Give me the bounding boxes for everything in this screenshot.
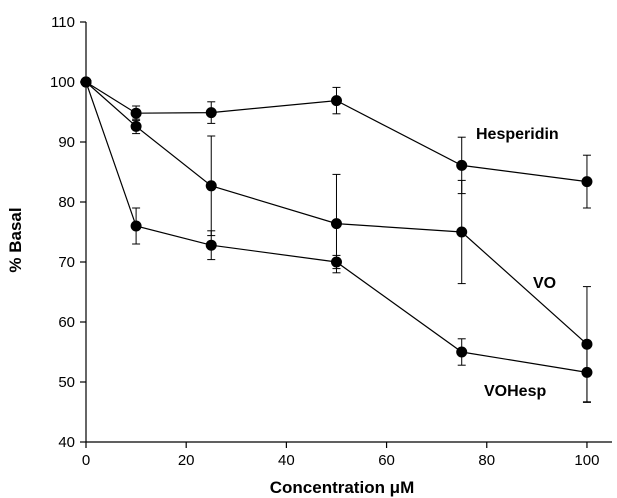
series-label-vohesp: VOHesp — [484, 383, 546, 400]
x-tick-label: 60 — [378, 452, 395, 469]
data-point-vohesp — [205, 239, 217, 251]
x-tick-label: 100 — [574, 452, 599, 469]
data-point-vo — [581, 338, 593, 350]
y-tick-label: 70 — [58, 254, 75, 271]
series-label-hesperidin: Hesperidin — [476, 126, 559, 143]
y-ticks: 40 50 60 70 80 90 100 110 — [50, 14, 86, 451]
data-point-vo — [456, 226, 468, 238]
y-tick-label: 50 — [58, 374, 75, 391]
data-point-vo — [205, 180, 217, 192]
data-point-vohesp — [80, 76, 92, 88]
data-point-vo — [130, 120, 142, 132]
y-tick-label: 100 — [50, 74, 75, 91]
data-point-hesperidin — [330, 95, 342, 107]
y-tick-label: 80 — [58, 194, 75, 211]
data-point-vohesp — [581, 366, 593, 378]
data-points — [80, 76, 593, 378]
x-ticks: 0 20 40 60 80 100 — [82, 442, 599, 469]
error-bars — [132, 86, 591, 403]
series-line-vo — [85, 81, 588, 345]
x-axis-title: Concentration μM — [270, 478, 415, 497]
data-point-hesperidin — [456, 159, 468, 171]
series-lines — [85, 81, 588, 373]
y-axis-title: % Basal — [6, 207, 25, 272]
data-point-hesperidin — [130, 107, 142, 119]
x-tick-label: 80 — [478, 452, 495, 469]
x-tick-label: 20 — [178, 452, 195, 469]
data-point-hesperidin — [581, 176, 593, 188]
series-label-vo: VO — [533, 275, 556, 292]
x-tick-label: 40 — [278, 452, 295, 469]
series-line-vohesp — [85, 81, 588, 373]
data-point-vohesp — [330, 256, 342, 268]
y-tick-label: 40 — [58, 434, 75, 451]
data-point-vohesp — [456, 346, 468, 358]
y-tick-label: 90 — [58, 134, 75, 151]
x-tick-label: 0 — [82, 452, 90, 469]
axes — [85, 22, 612, 443]
y-tick-label: 60 — [58, 314, 75, 331]
data-point-hesperidin — [205, 107, 217, 119]
data-point-vo — [330, 218, 342, 230]
data-point-vohesp — [130, 220, 142, 232]
series-line-hesperidin — [85, 81, 588, 183]
y-tick-label: 110 — [51, 14, 75, 31]
series-labels: Hesperidin VO VOHesp — [476, 126, 559, 400]
